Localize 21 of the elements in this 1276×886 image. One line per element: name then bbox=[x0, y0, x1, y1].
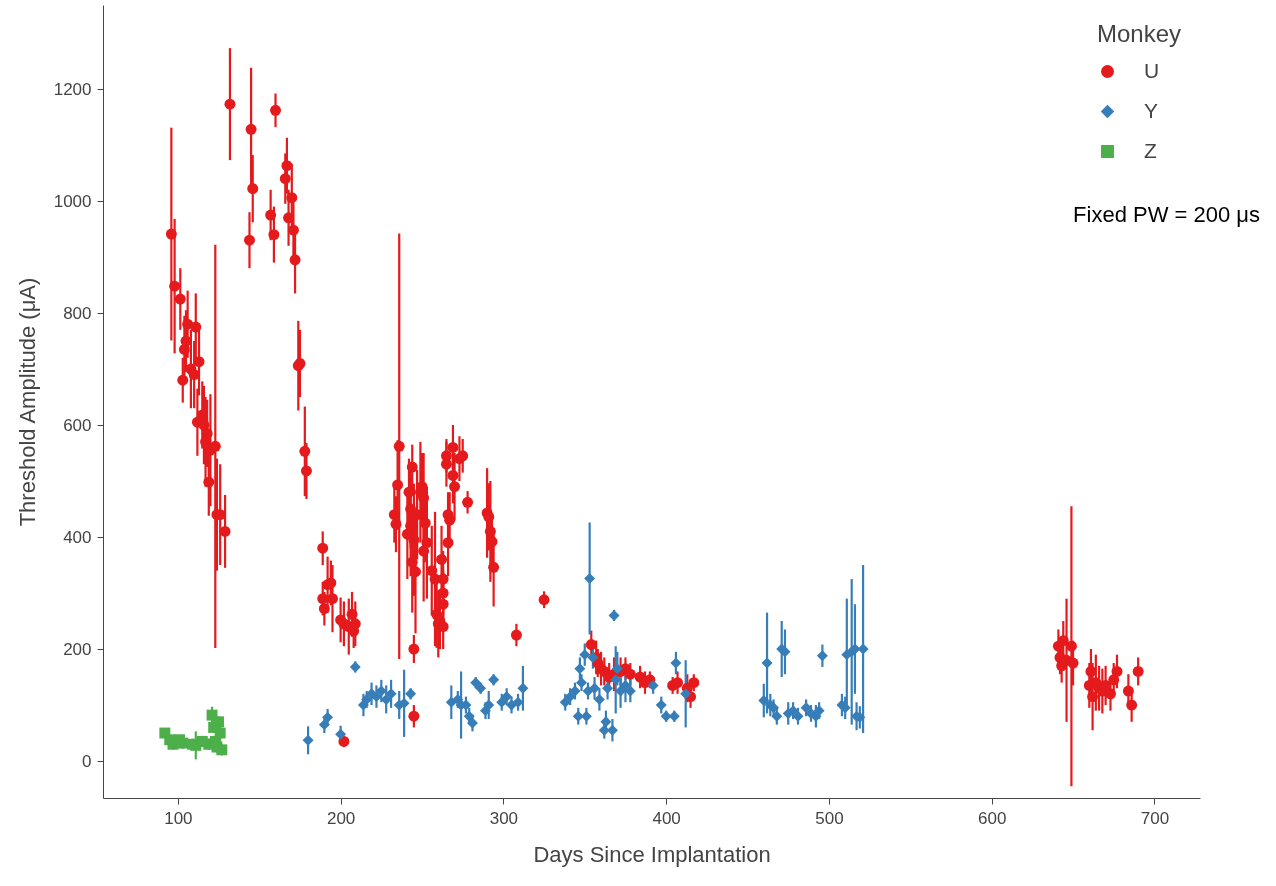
x-tick-label: 200 bbox=[326, 808, 356, 828]
y-axis-title: Threshold Amplitude (μA) bbox=[14, 277, 40, 527]
y-tick-label: 400 bbox=[63, 527, 92, 547]
y-tick-label: 0 bbox=[82, 751, 92, 771]
y-tick-label: 200 bbox=[63, 639, 92, 659]
x-tick-label: 300 bbox=[489, 808, 519, 828]
legend-label: Z bbox=[1144, 138, 1157, 162]
x-axis-title: Days Since Implantation bbox=[533, 841, 771, 867]
legend-title: Monkey bbox=[1097, 20, 1182, 47]
x-tick-label: 400 bbox=[652, 808, 681, 828]
legend-label: Y bbox=[1144, 98, 1159, 122]
y-tick-label: 1000 bbox=[53, 191, 92, 211]
legend-label: U bbox=[1144, 58, 1160, 82]
y-tick-label: 600 bbox=[63, 415, 92, 435]
y-tick-label: 800 bbox=[63, 303, 92, 323]
annotation: Fixed PW = 200 μs bbox=[1073, 202, 1260, 227]
x-tick-label: 100 bbox=[164, 808, 193, 828]
x-tick-label: 600 bbox=[977, 808, 1007, 828]
x-tick-label: 500 bbox=[815, 808, 844, 828]
x-tick-label: 700 bbox=[1140, 808, 1170, 828]
y-tick-label: 1200 bbox=[53, 79, 92, 99]
